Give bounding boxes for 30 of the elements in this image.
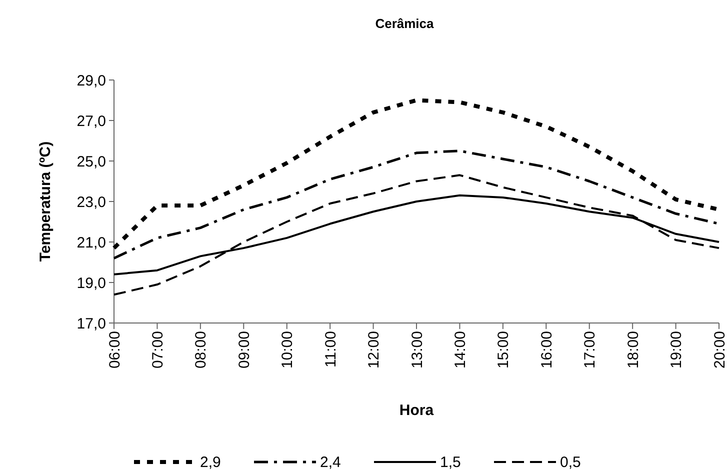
x-tick-label: 12:00 <box>366 331 383 369</box>
y-tick-label: 29,0 <box>76 72 106 90</box>
chart-title: Cerâmica <box>375 16 435 31</box>
y-tick-label: 27,0 <box>76 112 106 130</box>
x-tick-label: 17:00 <box>582 331 599 369</box>
y-tick-label: 19,0 <box>76 274 106 292</box>
y-tick-label: 25,0 <box>76 153 106 170</box>
line-series <box>113 174 720 296</box>
x-tick-label: 14:00 <box>452 331 469 369</box>
x-tick-label: 18:00 <box>624 331 642 369</box>
x-tick-label: 19:00 <box>668 331 686 369</box>
x-tick-label: 15:00 <box>495 331 512 369</box>
x-tick-label: 09:00 <box>236 331 253 369</box>
y-tick-label: 21,0 <box>76 234 106 252</box>
x-tick-label: 16:00 <box>538 331 556 369</box>
x-tick-label: 13:00 <box>408 331 426 369</box>
legend-label: 1,5 <box>440 454 461 471</box>
x-tick-label: 06:00 <box>106 331 124 369</box>
y-axis-title: Temperatura (ºC) <box>37 141 54 262</box>
x-tick-label: 20:00 <box>711 331 728 369</box>
legend-label: 2,4 <box>320 454 341 471</box>
y-tick-label: 17,0 <box>76 315 106 332</box>
y-tick-label: 23,0 <box>76 194 106 211</box>
x-axis-title: Hora <box>399 402 434 419</box>
x-tick-label: 11:00 <box>322 331 340 368</box>
x-tick-label: 10:00 <box>279 331 296 369</box>
x-tick-label: 07:00 <box>149 331 166 369</box>
x-tick-label: 08:00 <box>192 331 210 369</box>
legend-label: 0,5 <box>560 454 581 471</box>
legend-label: 2,9 <box>200 454 221 471</box>
